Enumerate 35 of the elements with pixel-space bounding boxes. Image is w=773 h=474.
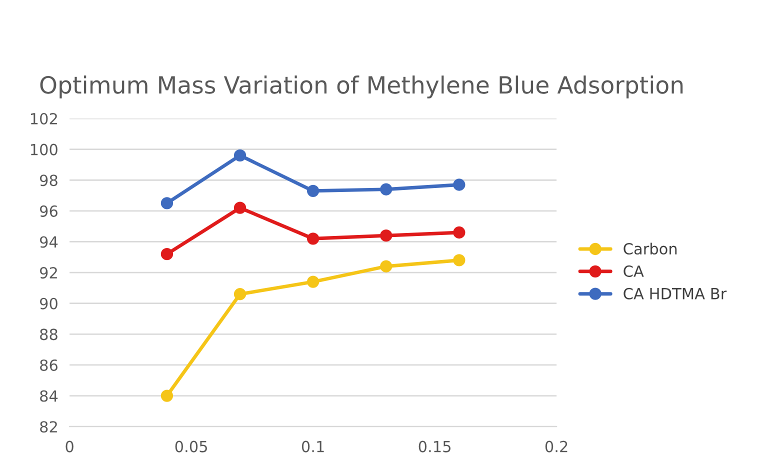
point [453,226,466,239]
point [234,202,246,214]
point [380,183,392,196]
point [234,288,246,300]
point [306,184,320,197]
point [234,149,246,162]
x-tick-label: 0.05 [175,440,207,452]
y-tick-label: 96 [40,205,58,217]
point [160,197,174,210]
point [453,254,466,266]
y-tick-label: 90 [40,298,58,310]
y-tick-label: 102 [30,112,57,125]
y-tick-label: 94 [40,236,58,248]
y-tick-label: 98 [40,174,58,186]
legend-label: Carbon [624,242,677,255]
y-tick-label: 84 [40,390,58,402]
point [306,276,320,288]
legend-label: CA HDTMA Br [624,288,727,300]
y-tick-label: 92 [40,267,57,279]
point [380,230,392,242]
point [160,248,174,260]
point [306,232,320,245]
point [453,178,466,191]
point [160,390,174,402]
y-tick-label: 86 [40,359,58,371]
legend-label: CA [624,265,644,277]
point [380,260,392,272]
y-tick-label: 100 [30,144,58,156]
x-tick-label: 0 [66,440,74,452]
x-tick-label: 0.15 [418,440,450,452]
x-tick-label: 0.2 [545,440,568,452]
x-tick-label: 0.1 [302,440,324,452]
y-tick-label: 88 [40,328,58,340]
y-tick-label: 82 [40,421,57,433]
chart-title: Optimum Mass Variation of Methylene Blue Adsorption [40,76,683,98]
